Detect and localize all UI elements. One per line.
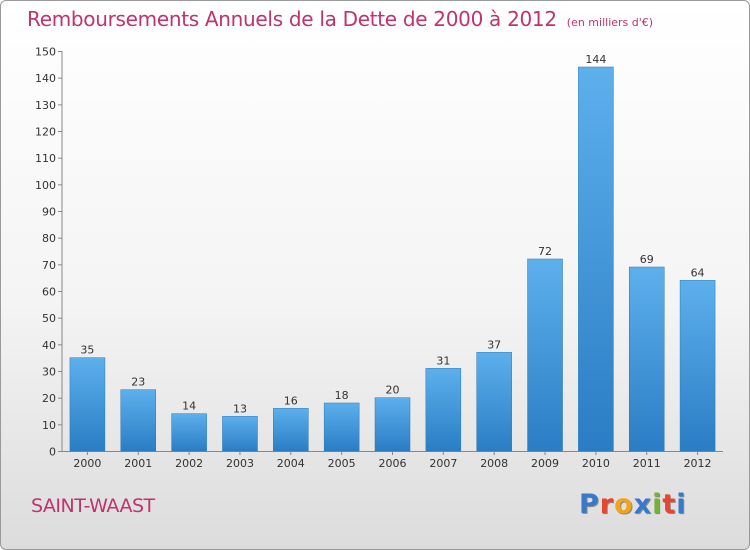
bar-2011 bbox=[628, 266, 665, 452]
bars bbox=[69, 66, 716, 452]
bar-2012 bbox=[679, 280, 716, 452]
bar-2000 bbox=[69, 357, 106, 452]
y-axis: 0 10 20 30 40 50 60 70 80 90 100 110 120 130 140 150 bbox=[35, 46, 63, 459]
bar-2002 bbox=[171, 413, 207, 452]
y-tick-label: 140 bbox=[35, 72, 56, 85]
value-label-2008: 37 bbox=[487, 338, 501, 351]
value-label-2004: 16 bbox=[284, 394, 298, 407]
x-tick-label-2005: 2005 bbox=[328, 457, 356, 470]
proxiti-logo[interactable]: Proxiti bbox=[579, 489, 687, 520]
value-label-2007: 31 bbox=[436, 354, 450, 367]
bar-2008 bbox=[476, 352, 512, 452]
y-tick-label: 30 bbox=[42, 366, 56, 379]
bar-2001 bbox=[120, 389, 157, 452]
chart-title-text: Remboursements Annuels de la Dette de 20… bbox=[27, 7, 557, 31]
city-name: SAINT-WAAST bbox=[31, 495, 155, 517]
value-label-2009: 72 bbox=[538, 245, 552, 258]
x-tick-label-2004: 2004 bbox=[277, 457, 305, 470]
value-label-2006: 20 bbox=[386, 384, 400, 397]
x-tick-label-2010: 2010 bbox=[582, 457, 610, 470]
x-tick-label-2011: 2011 bbox=[633, 457, 661, 470]
y-tick-label: 0 bbox=[49, 446, 56, 459]
x-tick-label-2008: 2008 bbox=[480, 457, 508, 470]
y-tick-label: 20 bbox=[42, 392, 56, 405]
logo-letter: o bbox=[614, 489, 634, 520]
y-tick-label: 80 bbox=[42, 232, 56, 245]
y-tick-label: 70 bbox=[42, 259, 56, 272]
logo-letter: i bbox=[676, 489, 687, 520]
logo-letter: P bbox=[579, 489, 600, 520]
x-tick-label-2003: 2003 bbox=[226, 457, 254, 470]
data-labels: 35 23 14 13 16 18 20 31 37 72 144 69 64 bbox=[80, 53, 704, 415]
value-label-2001: 23 bbox=[131, 376, 145, 389]
bar-2004 bbox=[273, 408, 309, 452]
y-tick-label: 130 bbox=[35, 99, 56, 112]
y-tick-label: 90 bbox=[42, 206, 56, 219]
y-tick-label: 100 bbox=[35, 179, 56, 192]
x-tick-label-2006: 2006 bbox=[379, 457, 407, 470]
bar-2006 bbox=[374, 397, 411, 452]
x-axis: 2000 2001 2002 2003 2004 2005 2006 2007 2008 2009… bbox=[62, 451, 723, 470]
x-tick-label-2000: 2000 bbox=[73, 457, 101, 470]
unit-label: (en milliers d'€) bbox=[566, 16, 654, 29]
y-tick-label: 150 bbox=[35, 46, 56, 59]
bar-2010 bbox=[578, 66, 614, 452]
chart-title: Remboursements Annuels de la Dette de 20… bbox=[27, 7, 653, 31]
x-tick-label-2002: 2002 bbox=[175, 457, 203, 470]
value-label-2000: 35 bbox=[80, 344, 94, 357]
y-tick-label: 120 bbox=[35, 126, 56, 139]
bar-2005 bbox=[323, 402, 360, 452]
y-tick-label: 60 bbox=[42, 286, 56, 299]
value-label-2011: 69 bbox=[640, 253, 654, 266]
y-tick-label: 10 bbox=[42, 419, 56, 432]
value-label-2010: 144 bbox=[585, 53, 606, 66]
x-tick-label-2012: 2012 bbox=[684, 457, 712, 470]
y-tick-label: 40 bbox=[42, 339, 56, 352]
x-tick-label-2009: 2009 bbox=[531, 457, 559, 470]
bar-2007 bbox=[425, 368, 462, 452]
logo-letter: t bbox=[662, 489, 677, 520]
bar-2003 bbox=[222, 416, 258, 452]
logo-letter: x bbox=[633, 489, 653, 520]
y-tick-label: 50 bbox=[42, 312, 56, 325]
value-label-2002: 14 bbox=[182, 400, 196, 413]
value-label-2005: 18 bbox=[335, 389, 349, 402]
logo-letter: r bbox=[599, 489, 615, 520]
x-tick-label-2007: 2007 bbox=[429, 457, 457, 470]
bar-2009 bbox=[527, 258, 563, 452]
value-label-2003: 13 bbox=[233, 402, 247, 415]
value-label-2012: 64 bbox=[691, 266, 705, 279]
logo-letter: i bbox=[652, 489, 663, 520]
y-tick-label: 110 bbox=[35, 152, 56, 165]
x-tick-label-2001: 2001 bbox=[124, 457, 152, 470]
